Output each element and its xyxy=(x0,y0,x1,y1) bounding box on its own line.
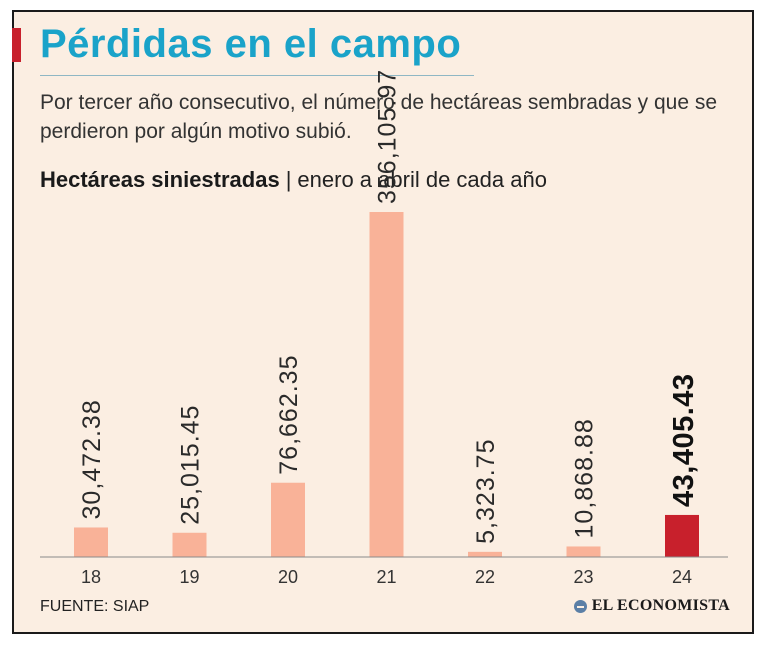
title-underline xyxy=(40,75,474,76)
value-label-20: 76,662.35 xyxy=(275,355,303,475)
x-tick-21: 21 xyxy=(376,567,396,587)
chart-heading-separator: | xyxy=(285,167,292,192)
value-label-21: 356,105.97 xyxy=(374,69,402,204)
bar-23 xyxy=(566,546,601,557)
value-label-24: 43,405.43 xyxy=(668,373,700,507)
x-tick-19: 19 xyxy=(179,567,199,587)
source-note: FUENTE: SIAP xyxy=(40,598,150,615)
bars-group xyxy=(74,212,699,557)
bar-20 xyxy=(271,482,305,557)
chart-heading-bold: Hectáreas siniestradas xyxy=(40,167,280,192)
brand-icon xyxy=(573,599,587,613)
value-label-23: 10,868.88 xyxy=(571,418,599,538)
x-tick-18: 18 xyxy=(81,567,101,587)
chart-heading: Hectáreas siniestradas | enero a abril de … xyxy=(40,167,547,193)
chart-heading-light: enero a abril de cada año xyxy=(297,167,547,192)
value-label-18: 30,472.38 xyxy=(78,399,106,519)
bar-21 xyxy=(369,212,404,557)
bar-22 xyxy=(468,551,502,557)
page-title: Pérdidas en el campo xyxy=(40,22,462,66)
brand-logo: EL ECONOMISTA xyxy=(573,597,730,615)
x-tick-23: 23 xyxy=(573,567,593,587)
brand-name: EL ECONOMISTA xyxy=(591,597,730,614)
value-label-22: 5,323.75 xyxy=(472,439,500,544)
x-tick-24: 24 xyxy=(672,567,692,587)
bar-19 xyxy=(172,532,207,557)
subtitle: Por tercer año consecutivo, el número de… xyxy=(40,91,718,143)
bar-18 xyxy=(74,527,108,557)
x-tick-22: 22 xyxy=(475,567,495,587)
x-tick-20: 20 xyxy=(278,567,298,587)
x-tick-labels-group: 18 19 20 21 22 23 24 xyxy=(81,567,692,587)
value-label-19: 25,015.45 xyxy=(177,405,205,525)
bar-24 xyxy=(665,514,699,557)
title-accent-bar xyxy=(12,28,21,62)
value-labels-group: 30,472.38 25,015.45 76,662.35 356,105.97 5,3… xyxy=(78,69,700,544)
